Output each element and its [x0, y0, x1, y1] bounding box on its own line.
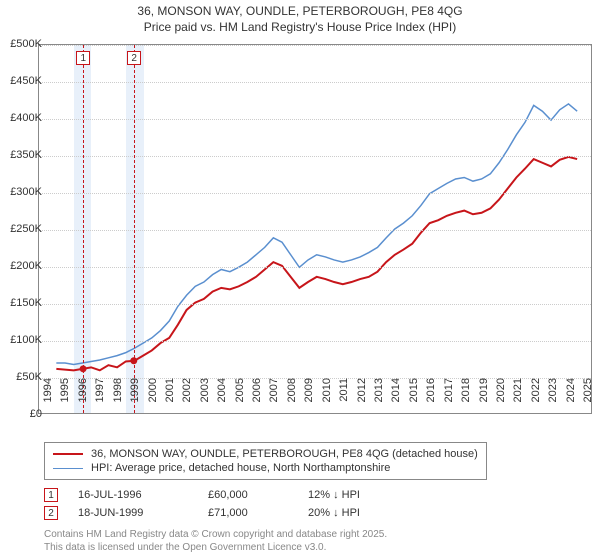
- x-axis-label: 2024: [565, 378, 577, 418]
- x-axis-label: 2003: [199, 378, 211, 418]
- x-axis-label: 2015: [408, 378, 420, 418]
- credits: Contains HM Land Registry data © Crown c…: [44, 528, 387, 554]
- gridline: [39, 267, 591, 268]
- x-axis-label: 1997: [94, 378, 106, 418]
- x-axis-label: 1998: [112, 378, 124, 418]
- legend-item: HPI: Average price, detached house, Nort…: [53, 461, 478, 475]
- x-axis-label: 2008: [286, 378, 298, 418]
- x-axis-label: 2010: [321, 378, 333, 418]
- x-axis-label: 1999: [129, 378, 141, 418]
- credits-line-2: This data is licensed under the Open Gov…: [44, 541, 387, 554]
- legend-box: 36, MONSON WAY, OUNDLE, PETERBOROUGH, PE…: [44, 442, 487, 480]
- y-axis-label: £50K: [2, 371, 42, 383]
- x-axis-label: 2013: [373, 378, 385, 418]
- gridline: [39, 230, 591, 231]
- y-axis-label: £250K: [2, 223, 42, 235]
- x-axis-label: 2009: [303, 378, 315, 418]
- sale-date: 16-JUL-1996: [78, 489, 208, 501]
- title-line-1: 36, MONSON WAY, OUNDLE, PETERBOROUGH, PE…: [0, 4, 600, 20]
- y-axis-label: £0: [2, 408, 42, 420]
- gridline: [39, 45, 591, 46]
- title-line-2: Price paid vs. HM Land Registry's House …: [0, 20, 600, 36]
- sale-marker-box: 1: [76, 51, 90, 65]
- y-axis-label: £450K: [2, 75, 42, 87]
- y-axis-label: £200K: [2, 260, 42, 272]
- sale-price: £60,000: [208, 489, 308, 501]
- x-axis-label: 2019: [478, 378, 490, 418]
- sale-hpi: 12% ↓ HPI: [308, 489, 408, 501]
- y-axis-label: £500K: [2, 38, 42, 50]
- gridline: [39, 193, 591, 194]
- x-axis-label: 2002: [181, 378, 193, 418]
- sales-table: 1 16-JUL-1996£60,00012% ↓ HPI 2 18-JUN-1999…: [44, 486, 408, 522]
- sale-price: £71,000: [208, 507, 308, 519]
- y-axis-label: £100K: [2, 334, 42, 346]
- sale-marker-box: 2: [127, 51, 141, 65]
- x-axis-label: 1994: [42, 378, 54, 418]
- x-axis-label: 2021: [512, 378, 524, 418]
- gridline: [39, 341, 591, 342]
- legend-item: 36, MONSON WAY, OUNDLE, PETERBOROUGH, PE…: [53, 447, 478, 461]
- legend-swatch: [53, 453, 83, 455]
- x-axis-label: 2025: [582, 378, 594, 418]
- gridline: [39, 119, 591, 120]
- legend-label: 36, MONSON WAY, OUNDLE, PETERBOROUGH, PE…: [91, 448, 478, 460]
- x-axis-label: 1995: [59, 378, 71, 418]
- sale-marker-box: 2: [44, 506, 58, 520]
- x-axis-label: 2005: [234, 378, 246, 418]
- legend-label: HPI: Average price, detached house, Nort…: [91, 462, 390, 474]
- x-axis-label: 2007: [268, 378, 280, 418]
- sale-marker-box: 1: [44, 488, 58, 502]
- sale-marker-line: [83, 45, 84, 413]
- x-axis-label: 2001: [164, 378, 176, 418]
- x-axis-label: 2022: [530, 378, 542, 418]
- x-axis-label: 2017: [443, 378, 455, 418]
- chart-plot-area: 12: [38, 44, 592, 414]
- x-axis-label: 2006: [251, 378, 263, 418]
- chart-svg: [39, 45, 591, 413]
- sale-hpi: 20% ↓ HPI: [308, 507, 408, 519]
- y-axis-label: £150K: [2, 297, 42, 309]
- x-axis-label: 2011: [338, 378, 350, 418]
- x-axis-label: 1996: [77, 378, 89, 418]
- y-axis-label: £400K: [2, 112, 42, 124]
- gridline: [39, 82, 591, 83]
- gridline: [39, 156, 591, 157]
- table-row: 1 16-JUL-1996£60,00012% ↓ HPI: [44, 486, 408, 504]
- credits-line-1: Contains HM Land Registry data © Crown c…: [44, 528, 387, 541]
- x-axis-label: 2014: [390, 378, 402, 418]
- x-axis-label: 2004: [216, 378, 228, 418]
- y-axis-label: £300K: [2, 186, 42, 198]
- x-axis-label: 2020: [495, 378, 507, 418]
- y-axis-label: £350K: [2, 149, 42, 161]
- table-row: 2 18-JUN-1999£71,00020% ↓ HPI: [44, 504, 408, 522]
- legend-swatch: [53, 468, 83, 469]
- x-axis-label: 2023: [547, 378, 559, 418]
- x-axis-label: 2018: [460, 378, 472, 418]
- gridline: [39, 304, 591, 305]
- x-axis-label: 2016: [425, 378, 437, 418]
- x-axis-label: 2012: [356, 378, 368, 418]
- chart-title: 36, MONSON WAY, OUNDLE, PETERBOROUGH, PE…: [0, 0, 600, 35]
- x-axis-label: 2000: [147, 378, 159, 418]
- sale-marker-line: [134, 45, 135, 413]
- sale-date: 18-JUN-1999: [78, 507, 208, 519]
